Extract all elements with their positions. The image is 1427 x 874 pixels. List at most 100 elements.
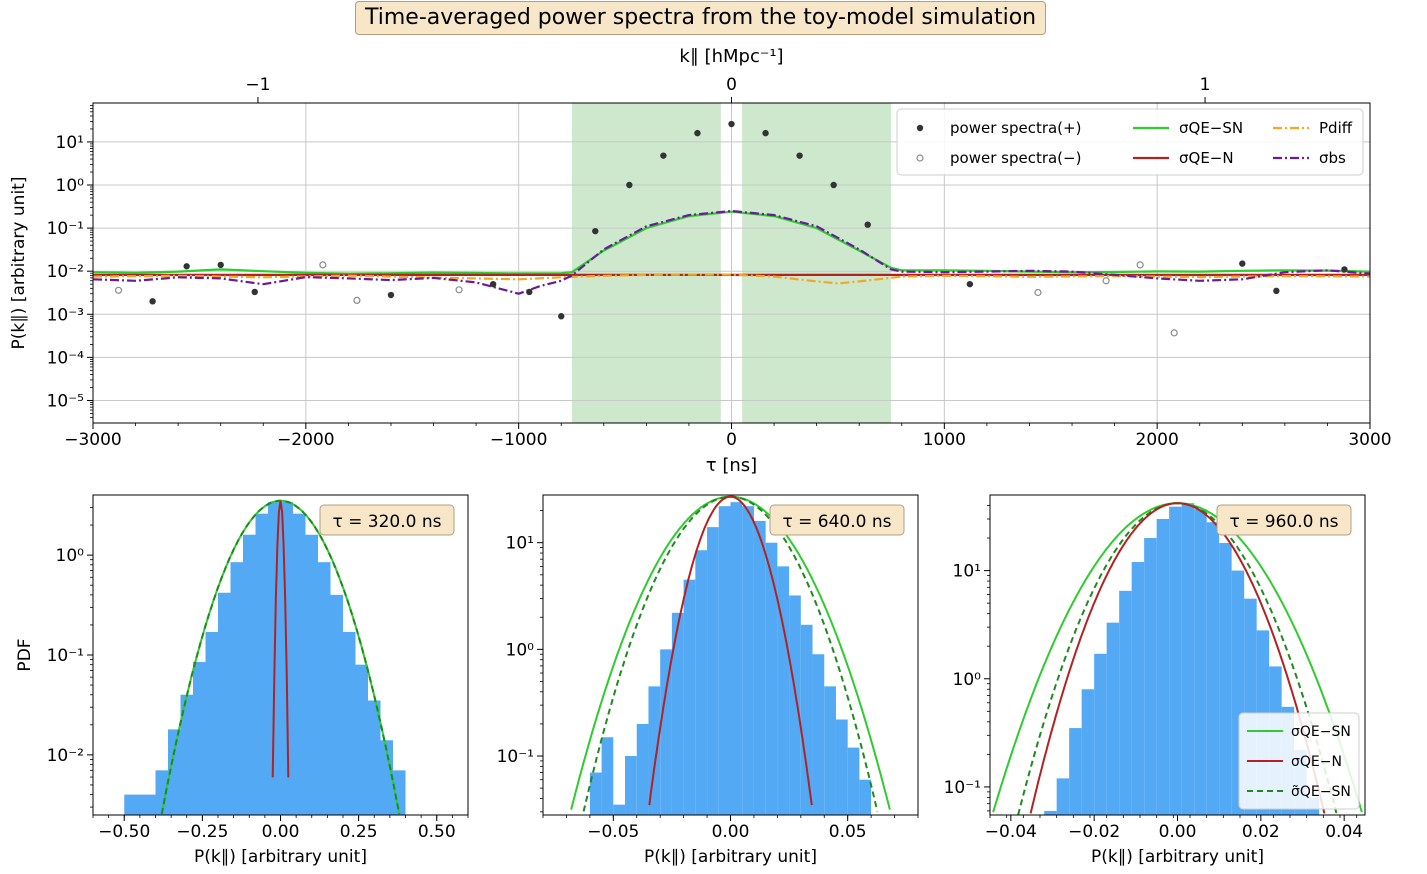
histogram-bar	[1194, 509, 1207, 815]
legend-label-sigma_qe_sn: σQE−SN	[1179, 119, 1243, 137]
annotation-text: τ = 960.0 ns	[1230, 512, 1339, 532]
gaussian-curve-sigma_qe_n	[1029, 502, 1326, 814]
top-spectrum-panel: −3000 −2000 −1000 0 1000 2000 3000 10⁻⁵ 10⁻⁴ 10⁻³…	[9, 46, 1392, 476]
annotation-box	[769, 504, 905, 536]
top-tick-label: 1	[1200, 75, 1211, 95]
x-tick-label: −1000	[490, 430, 548, 450]
y-tick-label: 10¹	[56, 133, 84, 153]
point-plus	[694, 129, 701, 137]
histogram-bar	[168, 729, 181, 815]
y-axis-label: P(k∥) [arbitrary unit]	[9, 177, 29, 350]
histogram-bar	[742, 506, 754, 815]
point-plus	[251, 288, 258, 296]
histogram-bar	[1069, 728, 1082, 815]
histogram-bar	[180, 694, 193, 815]
y-tick-label: 10⁻¹	[944, 778, 981, 798]
x-tick-label: 0.04	[1325, 822, 1363, 842]
y-tick-label: 10⁻¹	[497, 747, 534, 767]
x-tick-label: −2000	[277, 430, 335, 450]
top-tick-label: −1	[245, 75, 270, 95]
x-tick-label: 0.00	[712, 822, 750, 842]
histogram-bar	[1081, 689, 1095, 815]
axes-frame	[92, 102, 1371, 424]
histogram-bar	[636, 723, 649, 815]
legend-label-ps_minus: power spectra(−)	[950, 149, 1081, 167]
point-minus	[353, 296, 361, 304]
histogram-bar	[393, 770, 406, 815]
histogram-bar	[1094, 653, 1107, 815]
shaded-region	[571, 103, 721, 423]
x-tick-label: −0.04	[985, 822, 1037, 842]
annotation-text: τ = 640.0 ns	[783, 512, 892, 532]
y-tick-label: 10⁻³	[47, 305, 84, 325]
point-plus	[489, 280, 497, 288]
histogram-bar	[218, 592, 231, 815]
point-plus	[660, 152, 667, 159]
point-minus	[1034, 288, 1042, 297]
series-line-sigma_bs	[92, 209, 1371, 295]
legend: power spectra(+) power spectra(−) σQE−SN σQ…	[896, 108, 1364, 176]
x-tick-label: −0.50	[98, 822, 150, 842]
histogram-bar	[355, 664, 368, 815]
histogram-bar	[1056, 778, 1070, 815]
histogram-bar	[765, 542, 778, 815]
histogram-bar	[589, 772, 602, 815]
x-tick-label: 2000	[1136, 430, 1179, 450]
point-plus	[1341, 266, 1348, 273]
histogram-bar	[847, 747, 860, 815]
annotation-text: τ = 320.0 ns	[333, 512, 442, 532]
gaussian-curve-sigma_qe_n	[648, 495, 813, 806]
histogram-bar	[343, 631, 356, 815]
y-tick-label: 10⁻⁵	[47, 391, 84, 411]
histogram-bar	[1156, 518, 1170, 815]
x-tick-label: 0.00	[1159, 822, 1197, 842]
histogram-bar	[707, 527, 719, 815]
point-plus	[626, 181, 633, 189]
x-tick-label: −0.25	[176, 822, 228, 842]
shaded-region	[742, 103, 892, 423]
y-tick-label: 10¹	[506, 534, 534, 554]
histogram-bar	[777, 566, 790, 815]
axes-frame	[92, 494, 469, 816]
series-line-p_diff	[92, 273, 1371, 285]
histogram-bar	[859, 779, 872, 815]
histogram-bar	[193, 662, 206, 815]
histogram-bar	[789, 595, 801, 815]
x-axis-label: P(k∥) [arbitrary unit]	[644, 847, 817, 867]
y-tick-label: 10⁰	[56, 176, 85, 196]
point-plus	[1273, 287, 1280, 295]
point-plus	[592, 227, 599, 235]
x-axis-label: P(k∥) [arbitrary unit]	[1091, 847, 1264, 867]
histogram-bar	[824, 686, 836, 815]
point-minus	[1102, 277, 1110, 285]
y-tick-label: 10⁻⁴	[47, 348, 85, 368]
pdf-panel-320ns: −0.50 −0.25 0.00 0.25 0.50 10⁻² 10⁻¹ 10⁰ P(k∥) […	[15, 494, 469, 867]
x-tick-label: 3000	[1348, 430, 1391, 450]
point-minus	[114, 286, 123, 294]
point-plus	[830, 181, 837, 189]
y-tick-label: 10⁰	[506, 640, 535, 660]
point-plus	[728, 120, 735, 128]
histogram-bar	[671, 612, 684, 815]
histogram-bar	[718, 506, 731, 815]
legend-marker-ps_minus	[916, 154, 924, 162]
x-axis-label: P(k∥) [arbitrary unit]	[194, 847, 367, 867]
histogram-bar	[730, 502, 743, 815]
legend-label-ps_plus: power spectra(+)	[950, 119, 1081, 137]
axes-frame	[989, 494, 1366, 816]
histogram-bar	[255, 513, 268, 815]
series-line-sigma_qe_sn	[92, 210, 1371, 275]
histogram-bar	[1181, 503, 1195, 815]
legend-label-sigma_qe_n: σQE−N	[1291, 754, 1342, 770]
point-plus	[526, 288, 533, 296]
y-tick-label: 10⁻¹	[47, 219, 84, 239]
x-tick-label: 0.02	[1242, 822, 1280, 842]
y-tick-label: 10⁻²	[47, 746, 84, 766]
legend-label-sigma_bs: σbs	[1319, 149, 1346, 167]
point-plus	[149, 298, 156, 305]
histogram-bar	[1206, 522, 1220, 815]
y-tick-label: 10⁻¹	[47, 646, 84, 666]
histogram-bar	[1144, 538, 1157, 815]
histogram-bar	[812, 654, 825, 815]
